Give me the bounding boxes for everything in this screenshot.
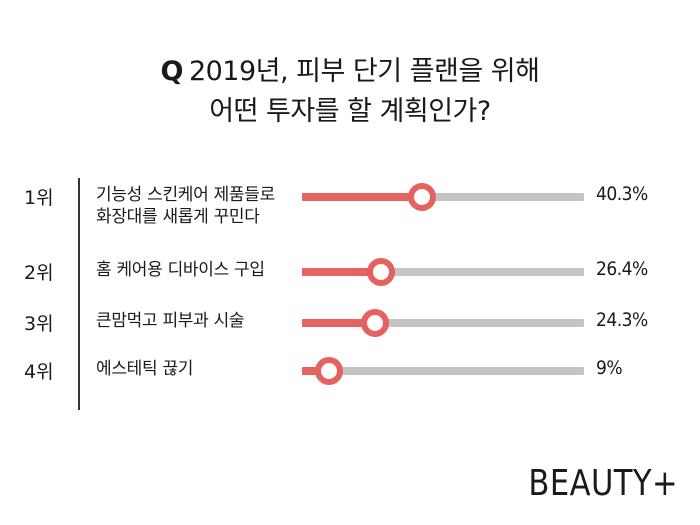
brand-logo: BEAUTY+ (528, 463, 678, 504)
category-label-line: 홈 케어용 디바이스 구입 (96, 260, 265, 280)
bar-track (302, 183, 584, 211)
category-label: 큰맘먹고 피부과 시술 (96, 310, 245, 332)
title-line-1: Q 2019년, 피부 단기 플랜을 위해 (0, 52, 700, 92)
bar-marker (361, 309, 389, 337)
category-label: 에스테틱 끊기 (96, 358, 193, 380)
rank-divider (78, 178, 80, 410)
title-line-2: 어떤 투자를 할 계획인가? (209, 96, 491, 127)
bar-fill (302, 268, 381, 276)
q-mark: Q (160, 56, 184, 87)
bar-fill (302, 193, 422, 201)
value-label: 26.4% (596, 258, 648, 280)
category-label-line: 기능성 스킨케어 제품들로 (96, 185, 275, 205)
bar-track (302, 357, 584, 385)
bar-marker (367, 258, 395, 286)
title-text-1: 2019년, 피부 단기 플랜을 위해 (188, 56, 540, 87)
chart-title: Q 2019년, 피부 단기 플랜을 위해 어떤 투자를 할 계획인가? (0, 52, 700, 132)
value-label: 40.3% (596, 183, 648, 205)
rank-label: 2위 (24, 262, 54, 284)
rank-label: 4위 (24, 361, 54, 383)
category-label-line: 화장대를 새롭게 꾸민다 (96, 207, 260, 227)
bar-fill (302, 319, 375, 327)
value-label: 24.3% (596, 309, 648, 331)
bar-marker (315, 357, 343, 385)
rank-label: 1위 (24, 187, 54, 209)
rank-label: 3위 (24, 313, 54, 335)
bar-track (302, 258, 584, 286)
category-label-line: 큰맘먹고 피부과 시술 (96, 311, 245, 331)
value-label: 9% (596, 357, 623, 379)
category-label: 홈 케어용 디바이스 구입 (96, 259, 265, 281)
category-label-line: 에스테틱 끊기 (96, 359, 194, 379)
category-label: 기능성 스킨케어 제품들로 화장대를 새롭게 꾸민다 (96, 184, 275, 228)
bar-track (302, 309, 584, 337)
bar-marker (408, 183, 436, 211)
